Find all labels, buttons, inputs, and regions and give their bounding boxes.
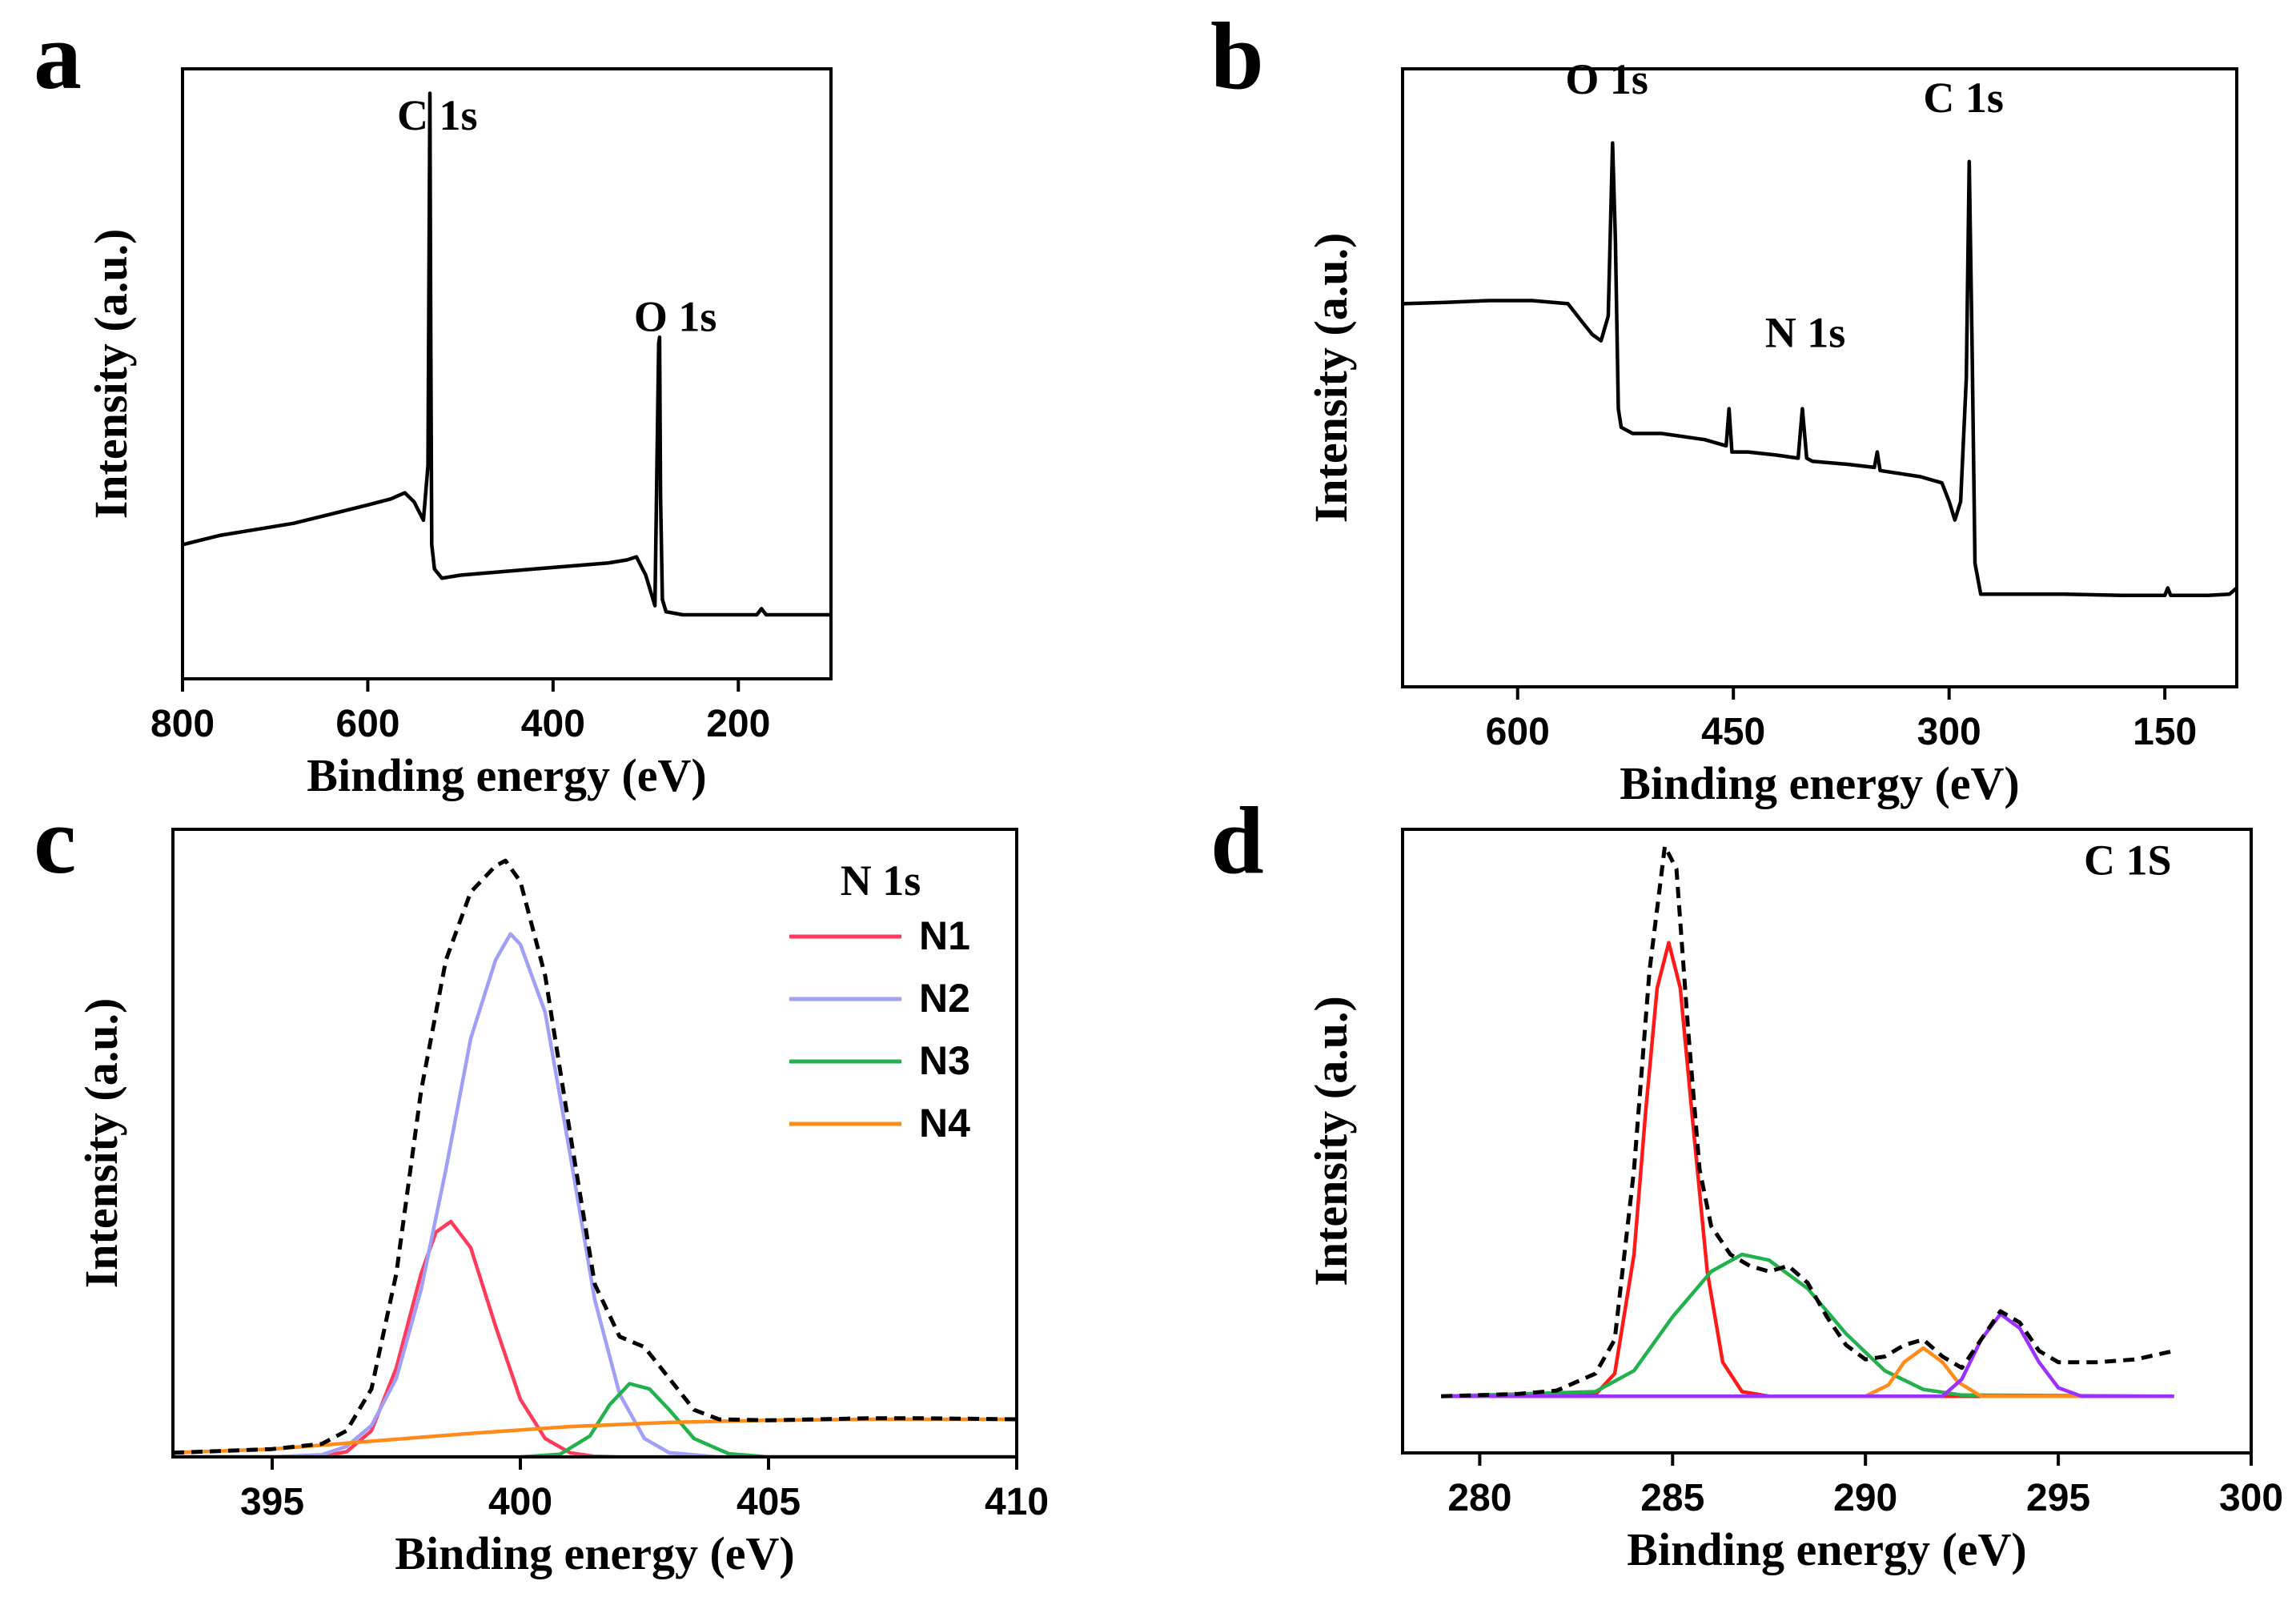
series-line-envelope [1441,844,2175,1398]
panel-b-plot-area [1403,141,2237,597]
x-tick-label: 285 [1640,1477,1704,1519]
x-tick-label: 410 [985,1481,1049,1523]
x-tick-label: 300 [1917,711,1981,753]
x-axis-title: Binding energy (eV) [1620,757,2019,809]
series-line-n1 [173,1219,1017,1457]
series-line-survey [183,91,831,617]
x-tick-label: 400 [488,1481,552,1523]
x-tick-label: 200 [706,703,770,745]
x-axis-title: Binding energy (eV) [307,749,706,801]
x-tick-label: 300 [2219,1477,2283,1519]
series-line-survey [1403,141,2237,597]
legend-label-n2: N2 [919,976,970,1021]
legend-label-n1: N1 [919,913,970,958]
y-axis-title: Intensity (a.u.) [1305,996,1357,1286]
x-tick-label: 800 [151,703,215,745]
panel-b-axes-frame [1401,67,2238,688]
x-axis-title: Binding energy (eV) [395,1527,794,1579]
panel-c-axes-frame [171,828,1018,1459]
peak-label: N 1s [1765,308,1846,356]
x-tick-label: 395 [240,1481,304,1523]
series-line-n3 [173,1382,1017,1457]
peak-label: C 1S [2084,837,2172,885]
peak-label: C 1s [397,91,478,139]
legend: N 1s N1 N2 N3 N4 [789,857,970,1146]
series-line-c3 [1441,1346,2174,1398]
panel-d: d 280 285 290 295 300 Binding energy (eV) Inten… [1210,787,2283,1575]
panel-d-letter: d [1210,787,1264,893]
panel-d-axes-frame [1401,828,2253,1455]
panel-c: c 395 400 405 410 Binding energy (eV) Intensit… [34,787,1049,1579]
panel-d-plot-area [1441,844,2175,1398]
legend-label-n3: N3 [919,1038,970,1083]
peak-label: C 1s [1923,74,2004,122]
y-axis-title: Intensity (a.u.) [85,229,137,520]
x-axis-title: Binding energy (eV) [1627,1523,2026,1575]
panel-c-plot-area [173,858,1017,1457]
panel-b-letter: b [1210,2,1264,109]
series-line-n4 [173,1417,1017,1455]
panel-a-letter: a [34,2,82,109]
panel-c-letter: c [34,787,76,893]
peak-label: O 1s [634,293,717,341]
series-line-c4 [1441,1312,2174,1398]
panel-b: b 600 450 300 150 Binding energy (eV) Intensit… [1210,2,2238,809]
panel-a-axes-frame [181,67,833,680]
legend-label-n4: N4 [919,1101,970,1146]
series-line-c2 [1441,1252,2174,1398]
series-line-c1 [1441,941,2174,1398]
peak-label: O 1s [1565,55,1648,103]
legend-title: N 1s [841,857,921,905]
x-tick-label: 450 [1701,711,1765,753]
x-tick-label: 600 [1486,711,1550,753]
y-axis-title: Intensity (a.u.) [1305,233,1357,524]
x-tick-label: 600 [335,703,399,745]
series-line-envelope [173,858,1017,1455]
panel-a-plot-area [183,91,831,617]
y-axis-title: Intensity (a.u.) [75,998,127,1289]
x-tick-label: 295 [2026,1477,2090,1519]
x-tick-label: 405 [737,1481,801,1523]
x-tick-label: 290 [1833,1477,1897,1519]
x-tick-label: 150 [2133,711,2197,753]
x-tick-label: 400 [521,703,585,745]
x-tick-label: 280 [1447,1477,1511,1519]
series-line-n2 [173,932,1017,1457]
